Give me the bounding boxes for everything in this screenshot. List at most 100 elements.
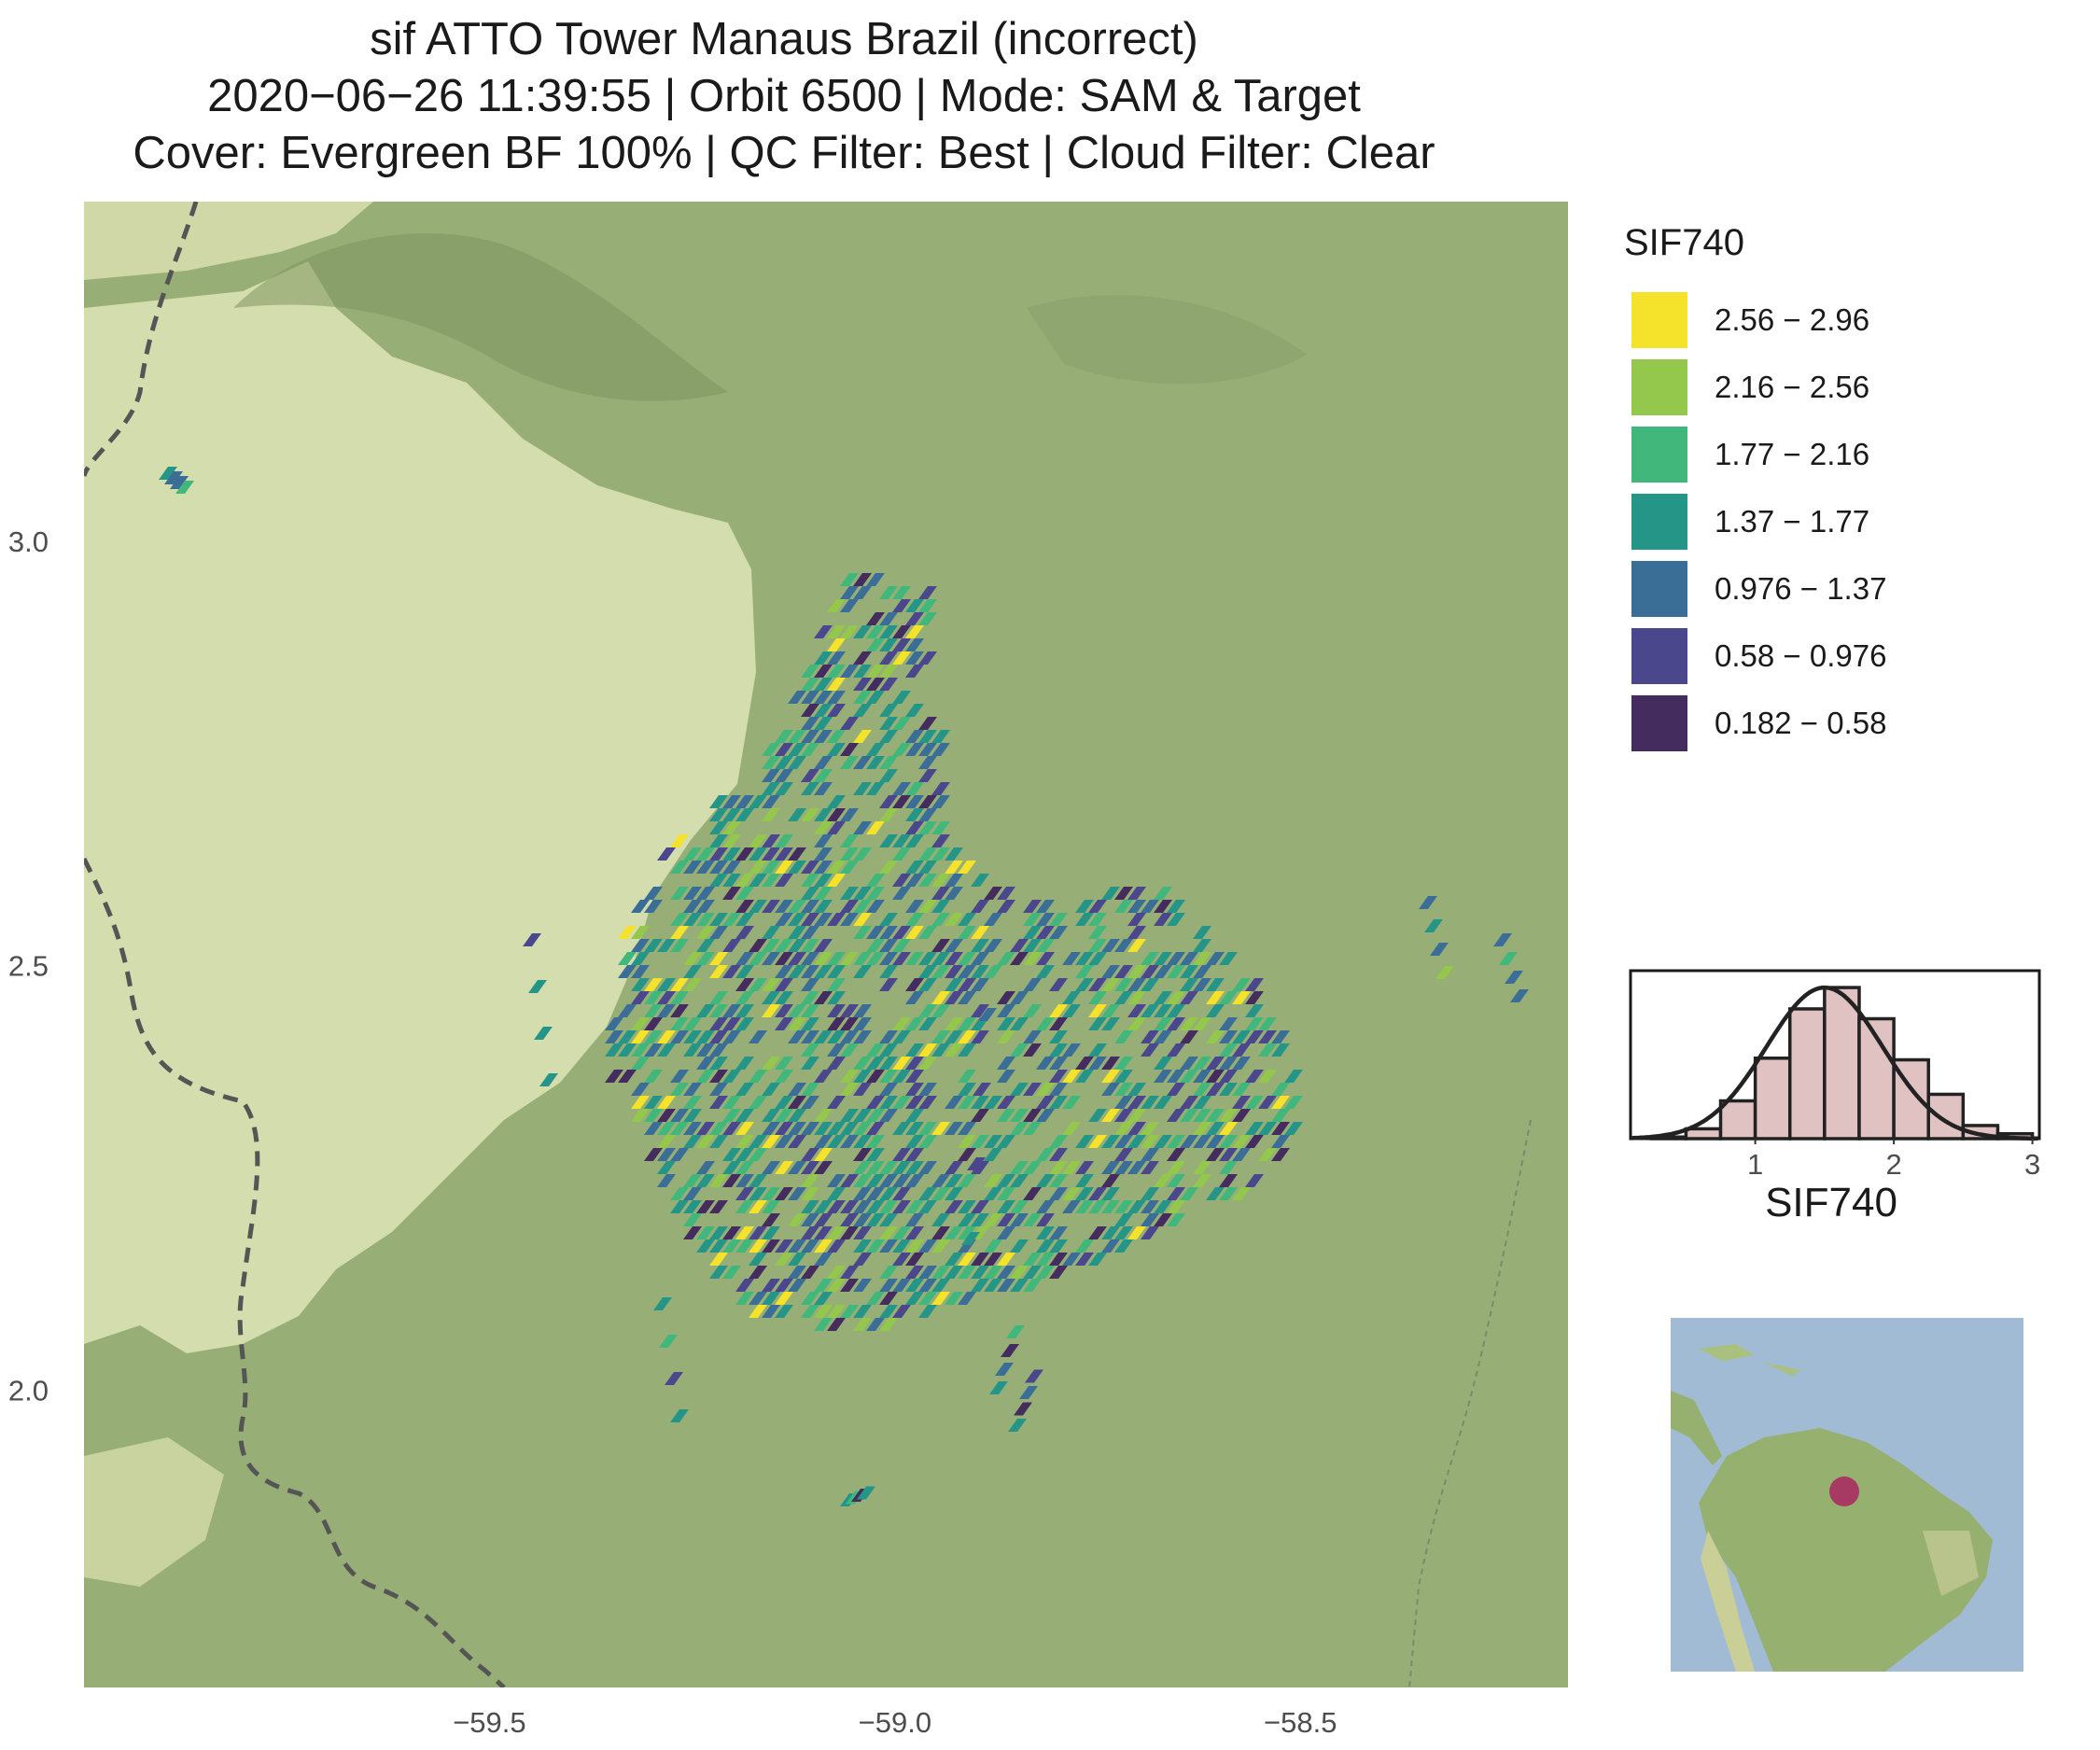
- sif-cell: [1114, 1083, 1133, 1096]
- sif-cell: [696, 1200, 715, 1213]
- sif-cell: [722, 1109, 741, 1122]
- sif-cell: [788, 1187, 806, 1200]
- sif-cell: [618, 965, 637, 978]
- sif-cell: [905, 1017, 924, 1030]
- sif-cell: [958, 952, 976, 965]
- sif-cell: [1258, 1122, 1277, 1135]
- sif-cell: [775, 743, 793, 756]
- sif-cell: [722, 808, 741, 821]
- sif-cell: [631, 978, 650, 991]
- sif-cell: [866, 665, 885, 678]
- sif-cell: [814, 834, 833, 847]
- sif-cell: [971, 965, 989, 978]
- sif-cell: [1180, 965, 1198, 978]
- sif-cell: [762, 1305, 780, 1318]
- sif-cell: [670, 1200, 689, 1213]
- sif-cell: [735, 965, 754, 978]
- sif-cell: [879, 913, 898, 926]
- sif-cell: [1088, 913, 1107, 926]
- sif-cell: [1232, 1148, 1251, 1161]
- sif-cell: [931, 1213, 950, 1226]
- sif-cell: [749, 1174, 767, 1187]
- sif-cell: [801, 913, 819, 926]
- sif-cell: [1049, 1096, 1068, 1109]
- sif-cell: [853, 1200, 872, 1213]
- x-tick-label: −58.5: [1264, 1706, 1337, 1739]
- sif-cell: [1206, 1187, 1225, 1200]
- sif-cell: [762, 1239, 780, 1253]
- sif-cell: [853, 952, 872, 965]
- sif-cell: [735, 1109, 754, 1122]
- sif-cell: [1271, 1122, 1290, 1135]
- sif-cell: [1141, 1148, 1159, 1161]
- sif-cell: [1075, 913, 1094, 926]
- sif-cell: [892, 1030, 911, 1043]
- sif-cell: [735, 1200, 754, 1213]
- sif-cell: [749, 952, 767, 965]
- sif-cell: [1127, 1017, 1146, 1030]
- histogram-bar: [1926, 1092, 1966, 1141]
- sif-cell: [931, 1187, 950, 1200]
- sif-cell: [931, 952, 950, 965]
- sif-cell: [762, 1200, 780, 1213]
- sif-cell: [1167, 1017, 1185, 1030]
- sif-cell: [1088, 1226, 1107, 1239]
- sif-cell: [931, 1266, 950, 1279]
- sif-cell: [1245, 1096, 1264, 1109]
- sif-cell: [814, 1122, 833, 1135]
- sif-cell: [775, 952, 793, 965]
- sif-cell: [918, 1279, 937, 1292]
- histogram-bar: [1684, 1127, 1723, 1141]
- sif-cell: [1010, 1239, 1029, 1253]
- sif-cell: [735, 926, 754, 939]
- sif-cell: [1023, 1161, 1042, 1174]
- sif-cell: [931, 900, 950, 913]
- sif-cell: [971, 874, 989, 887]
- sif-cell: [866, 1109, 885, 1122]
- sif-cell: [853, 900, 872, 913]
- sif-cell: [827, 599, 846, 612]
- sif-cell: [1245, 1004, 1264, 1017]
- sif-cell: [945, 874, 963, 887]
- sif-cell: [657, 1122, 676, 1135]
- sif-cell: [814, 965, 833, 978]
- ridge-shading-east: [1027, 295, 1307, 385]
- sif-cell: [814, 913, 833, 926]
- sif-cell: [1180, 1096, 1198, 1109]
- sif-cell: [892, 1226, 911, 1239]
- sif-cell: [788, 952, 806, 965]
- sif-cell: [801, 808, 819, 821]
- sif-cell: [1023, 1122, 1042, 1135]
- sif-cell: [840, 861, 859, 874]
- sif-cell: [984, 1253, 1002, 1266]
- sif-cell: [775, 1122, 793, 1135]
- sif-cell: [905, 913, 924, 926]
- sif-cell: [1154, 1096, 1172, 1109]
- sif-cell: [918, 1083, 937, 1096]
- sif-cell: [1167, 1200, 1185, 1213]
- sif-cell: [801, 1043, 819, 1057]
- sif-cell: [735, 808, 754, 821]
- sif-cell: [905, 900, 924, 913]
- sif-cell: [1114, 1122, 1133, 1135]
- sif-cell: [879, 651, 898, 665]
- sif-cell: [827, 821, 846, 834]
- sif-cell: [827, 691, 846, 704]
- sif-cell: [644, 887, 663, 900]
- histogram-panel: 1 2 3: [1629, 969, 2041, 1181]
- sif-cell: [840, 1004, 859, 1017]
- sif-cell: [971, 1200, 989, 1213]
- sif-cell: [1114, 978, 1133, 991]
- map-panel[interactable]: [84, 202, 1568, 1687]
- sif-cell: [840, 625, 859, 638]
- sif-cell: [1114, 1030, 1133, 1043]
- sif-cell: [997, 952, 1015, 965]
- sif-cell: [618, 1004, 637, 1017]
- sif-cell: [788, 913, 806, 926]
- sif-cell: [892, 952, 911, 965]
- sif-cell: [1088, 1109, 1107, 1122]
- sif-cell: [775, 991, 793, 1004]
- sif-cell: [892, 1017, 911, 1030]
- sif-cell: [735, 1083, 754, 1096]
- sif-cell: [879, 1174, 898, 1187]
